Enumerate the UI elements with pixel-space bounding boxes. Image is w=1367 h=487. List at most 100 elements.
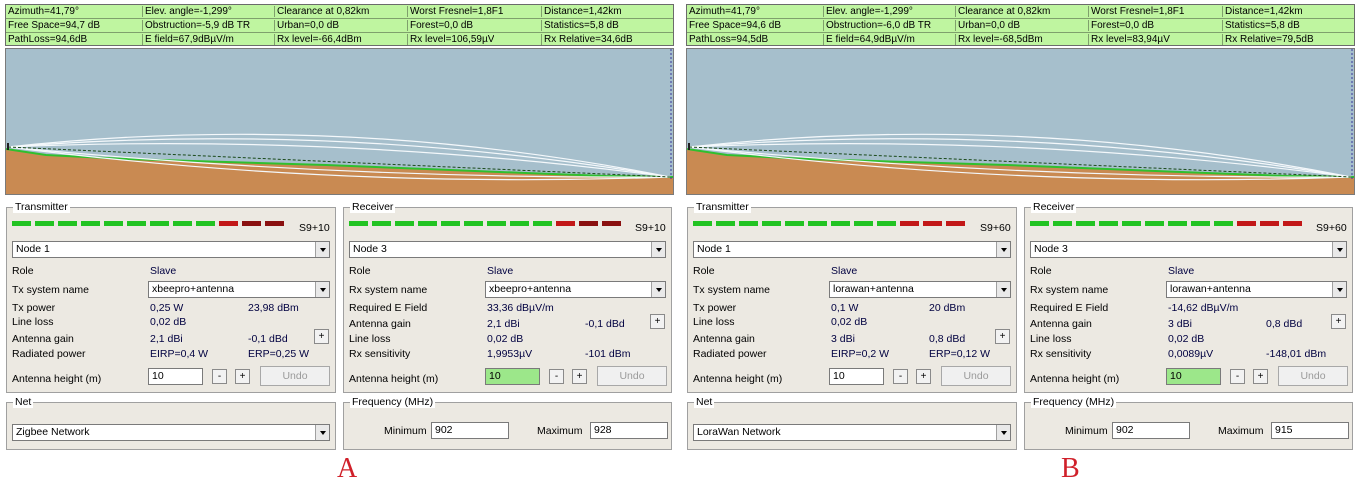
undo-button[interactable]: Undo — [1278, 366, 1348, 386]
rx-system-name-label: Rx system name — [1030, 284, 1109, 296]
chevron-down-icon[interactable] — [1332, 242, 1346, 257]
undo-button[interactable]: Undo — [260, 366, 330, 386]
tx-power-label: Tx power — [12, 302, 56, 314]
status-statistics: Statistics=5,8 dB — [541, 20, 619, 31]
height-plus-button[interactable]: + — [572, 369, 587, 384]
antenna-height-label: Antenna height (m) — [1030, 373, 1120, 385]
chevron-down-icon[interactable] — [651, 242, 665, 257]
height-plus-button[interactable]: + — [235, 369, 250, 384]
status-path-loss: PathLoss=94,6dB — [8, 34, 88, 45]
status-distance: Distance=1,42km — [541, 6, 622, 17]
status-obstruction: Obstruction=-6,0 dB TR — [823, 20, 931, 31]
status-forest: Forest=0,0 dB — [1088, 20, 1154, 31]
height-plus-button[interactable]: + — [1253, 369, 1268, 384]
antenna-gain-dbi: 2,1 dBi — [150, 333, 183, 345]
status-free-space: Free Space=94,6 dB — [689, 20, 782, 31]
chevron-down-icon[interactable] — [651, 282, 665, 297]
net-select[interactable]: LoraWan Network — [693, 424, 1011, 441]
chevron-down-icon[interactable] — [315, 425, 329, 440]
eirp-value: EIRP=0,4 W — [150, 348, 209, 360]
rx-system-value: lorawan+antenna — [1170, 283, 1251, 295]
height-plus-button[interactable]: + — [916, 369, 931, 384]
receiver-signal-label: S9+10 — [635, 222, 666, 234]
height-minus-button[interactable]: - — [212, 369, 227, 384]
net-select[interactable]: Zigbee Network — [12, 424, 330, 441]
status-clearance: Clearance at 0,82km — [274, 6, 369, 17]
undo-button[interactable]: Undo — [597, 366, 667, 386]
antenna-gain-dbd: -0,1 dBd — [248, 333, 288, 345]
frequency-min-input[interactable]: 902 — [1112, 422, 1190, 439]
rx-sensitivity-uv: 1,9953µV — [487, 348, 533, 360]
gain-plus-button[interactable]: + — [1331, 314, 1346, 329]
transmitter-node-select[interactable]: Node 1 — [12, 241, 330, 258]
rx-system-select[interactable]: lorawan+antenna — [1166, 281, 1347, 298]
radio-link-panel-b: Azimuth=41,79° Elev. angle=-1,299° Clear… — [686, 4, 1355, 452]
undo-button[interactable]: Undo — [941, 366, 1011, 386]
rx-sensitivity-uv: 0,0089µV — [1168, 348, 1214, 360]
receiver-node-value: Node 3 — [1034, 243, 1068, 255]
antenna-gain-dbi: 2,1 dBi — [487, 318, 520, 330]
transmitter-node-select[interactable]: Node 1 — [693, 241, 1011, 258]
net-section: Net Zigbee Network — [6, 396, 336, 450]
status-rx-level-dbm: Rx level=-68,5dBm — [955, 34, 1043, 45]
role-value: Slave — [1168, 265, 1195, 277]
line-loss-label: Line loss — [693, 316, 735, 328]
receiver-node-select[interactable]: Node 3 — [1030, 241, 1347, 258]
chevron-down-icon[interactable] — [996, 242, 1010, 257]
height-minus-button[interactable]: - — [1230, 369, 1245, 384]
net-value: LoraWan Network — [697, 426, 781, 438]
frequency-max-input[interactable]: 928 — [590, 422, 668, 439]
chevron-down-icon[interactable] — [996, 282, 1010, 297]
receiver-node-select[interactable]: Node 3 — [349, 241, 666, 258]
tx-system-select[interactable]: lorawan+antenna — [829, 281, 1011, 298]
tx-system-name-label: Tx system name — [12, 284, 90, 296]
antenna-height-input[interactable]: 10 — [148, 368, 203, 385]
terrain-profile-view[interactable] — [686, 48, 1355, 195]
role-value: Slave — [831, 265, 858, 277]
height-minus-button[interactable]: - — [893, 369, 908, 384]
tx-system-select[interactable]: xbeepro+antenna — [148, 281, 330, 298]
transmitter-node-value: Node 1 — [697, 243, 731, 255]
tx-system-name-label: Tx system name — [693, 284, 771, 296]
gain-plus-button[interactable]: + — [995, 329, 1010, 344]
frequency-title: Frequency (MHz) — [1031, 396, 1117, 408]
rx-system-value: xbeepro+antenna — [489, 283, 572, 295]
antenna-height-input[interactable]: 10 — [1166, 368, 1221, 385]
line-loss-value: 0,02 dB — [150, 316, 187, 328]
frequency-title: Frequency (MHz) — [350, 396, 436, 408]
transmitter-signal-label: S9+10 — [299, 222, 330, 234]
chevron-down-icon[interactable] — [315, 242, 329, 257]
line-loss-label: Line loss — [349, 333, 391, 345]
net-section: Net LoraWan Network — [687, 396, 1017, 450]
chevron-down-icon[interactable] — [996, 425, 1010, 440]
receiver-node-value: Node 3 — [353, 243, 387, 255]
role-value: Slave — [487, 265, 514, 277]
terrain-profile-view[interactable] — [5, 48, 674, 195]
antenna-height-label: Antenna height (m) — [349, 373, 439, 385]
gain-plus-button[interactable]: + — [650, 314, 665, 329]
gain-plus-button[interactable]: + — [314, 329, 329, 344]
role-label: Role — [12, 265, 34, 277]
status-rx-level-uv: Rx level=83,94µV — [1088, 34, 1170, 45]
status-rx-relative: Rx Relative=79,5dB — [1222, 34, 1314, 45]
tx-power-label: Tx power — [693, 302, 737, 314]
chevron-down-icon[interactable] — [315, 282, 329, 297]
status-azimuth: Azimuth=41,79° — [689, 6, 760, 17]
tx-power-watts: 0,25 W — [150, 302, 184, 314]
required-e-field-value: 33,36 dBµV/m — [487, 302, 554, 314]
antenna-gain-dbd: 0,8 dBd — [1266, 318, 1303, 330]
chevron-down-icon[interactable] — [1332, 282, 1346, 297]
role-value: Slave — [150, 265, 177, 277]
antenna-height-input[interactable]: 10 — [829, 368, 884, 385]
frequency-section: Frequency (MHz) Minimum 902 Maximum 915 — [1024, 396, 1353, 450]
link-status-grid: Azimuth=41,79° Elev. angle=-1,299° Clear… — [5, 4, 674, 46]
rx-system-select[interactable]: xbeepro+antenna — [485, 281, 666, 298]
antenna-height-input[interactable]: 10 — [485, 368, 540, 385]
receiver-title: Receiver — [350, 201, 396, 213]
frequency-min-input[interactable]: 902 — [431, 422, 509, 439]
status-clearance: Clearance at 0,82km — [955, 6, 1050, 17]
frequency-max-input[interactable]: 915 — [1271, 422, 1349, 439]
height-minus-button[interactable]: - — [549, 369, 564, 384]
eirp-value: EIRP=0,2 W — [831, 348, 890, 360]
tx-power-watts: 0,1 W — [831, 302, 859, 314]
